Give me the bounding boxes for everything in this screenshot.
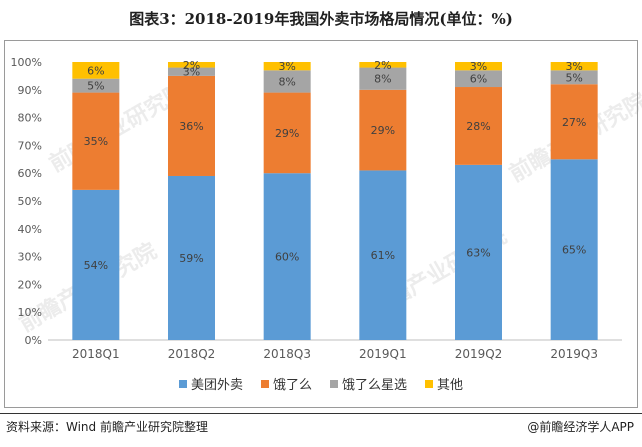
bar-segment xyxy=(263,173,311,340)
bar-segment xyxy=(72,92,120,190)
chart-title: 图表3：2018-2019年我国外卖市场格局情况(单位：%) xyxy=(129,10,513,28)
bar-segment xyxy=(263,92,311,174)
data-label: 2% xyxy=(183,59,200,72)
legend-item: 饿了么 xyxy=(260,374,312,393)
bar-segment xyxy=(359,170,407,340)
y-tick-label: 100% xyxy=(11,56,42,69)
x-tick-label: 2019Q1 xyxy=(359,347,407,361)
bar-segment xyxy=(359,62,407,68)
legend-item: 其他 xyxy=(425,374,463,393)
bar-segment xyxy=(72,78,120,93)
legend-swatch xyxy=(178,379,187,388)
data-label: 3% xyxy=(470,60,487,73)
legend-swatch xyxy=(425,379,434,388)
x-tick-label: 2019Q2 xyxy=(455,347,503,361)
bar-segment xyxy=(168,75,215,176)
bar-segment xyxy=(168,175,215,340)
legend-label: 饿了么 xyxy=(272,378,312,393)
y-tick-label: 40% xyxy=(18,223,42,236)
data-label: 29% xyxy=(275,127,299,140)
y-tick-label: 20% xyxy=(18,278,42,291)
data-label: 65% xyxy=(562,244,586,257)
data-label: 36% xyxy=(179,120,203,133)
data-label: 6% xyxy=(470,73,487,86)
chart-legend: 美团外卖 饿了么 饿了么星选 其他 xyxy=(0,374,642,393)
x-tick-label: 2018Q1 xyxy=(72,347,120,361)
data-label: 35% xyxy=(84,135,108,148)
legend-item: 饿了么星选 xyxy=(330,374,407,393)
bar-segment xyxy=(550,70,598,85)
data-label: 8% xyxy=(278,75,295,88)
data-label: 63% xyxy=(466,246,490,259)
data-label: 60% xyxy=(275,251,299,264)
bar-segment xyxy=(550,62,598,71)
data-label: 2% xyxy=(374,59,391,72)
data-label: 3% xyxy=(278,60,295,73)
data-label: 3% xyxy=(183,66,200,79)
chart-frame xyxy=(4,40,638,408)
bar-segment xyxy=(455,87,502,165)
x-tick-label: 2018Q3 xyxy=(263,347,311,361)
y-tick-label: 30% xyxy=(18,251,42,264)
bar-segment xyxy=(263,70,311,93)
legend-label: 美团外卖 xyxy=(190,378,243,393)
y-tick-label: 70% xyxy=(18,139,42,152)
data-label: 28% xyxy=(466,120,490,133)
bar-segment xyxy=(359,89,407,171)
bar-segment xyxy=(550,84,598,160)
x-tick-label: 2018Q2 xyxy=(168,347,216,361)
data-label: 27% xyxy=(562,116,586,129)
bar-segment xyxy=(550,159,598,340)
data-label: 54% xyxy=(84,259,108,272)
bar-segment xyxy=(455,62,502,71)
bar-segment xyxy=(168,67,215,76)
legend-label: 其他 xyxy=(437,378,464,393)
source-note: 资料来源：Wind 前瞻产业研究院整理 xyxy=(6,420,208,434)
bar-segment xyxy=(72,189,120,340)
legend-label: 饿了么星选 xyxy=(342,378,408,393)
bar-segment xyxy=(455,70,502,88)
data-label: 3% xyxy=(565,60,582,73)
data-label: 5% xyxy=(87,80,104,93)
y-tick-label: 80% xyxy=(18,112,42,125)
brand-credit: @前瞻经济学人APP xyxy=(527,420,634,434)
bar-segment xyxy=(359,67,407,90)
y-tick-label: 90% xyxy=(18,84,42,97)
footer-divider xyxy=(0,413,642,414)
legend-swatch xyxy=(330,379,338,388)
data-label: 61% xyxy=(371,249,395,262)
data-label: 29% xyxy=(371,124,395,137)
y-tick-label: 10% xyxy=(18,306,42,319)
legend-item: 美团外卖 xyxy=(178,374,243,393)
data-label: 5% xyxy=(565,71,582,84)
legend-swatch xyxy=(260,379,269,388)
y-tick-label: 50% xyxy=(18,195,42,208)
x-tick-label: 2019Q3 xyxy=(550,347,598,361)
data-label: 59% xyxy=(179,252,203,265)
bar-segment xyxy=(72,62,120,79)
bar-segment xyxy=(263,62,311,71)
data-label: 8% xyxy=(374,73,391,86)
bar-segment xyxy=(455,164,502,340)
data-label: 6% xyxy=(87,64,104,77)
y-tick-label: 60% xyxy=(18,167,42,180)
bar-segment xyxy=(168,62,215,68)
y-tick-label: 0% xyxy=(25,334,42,347)
